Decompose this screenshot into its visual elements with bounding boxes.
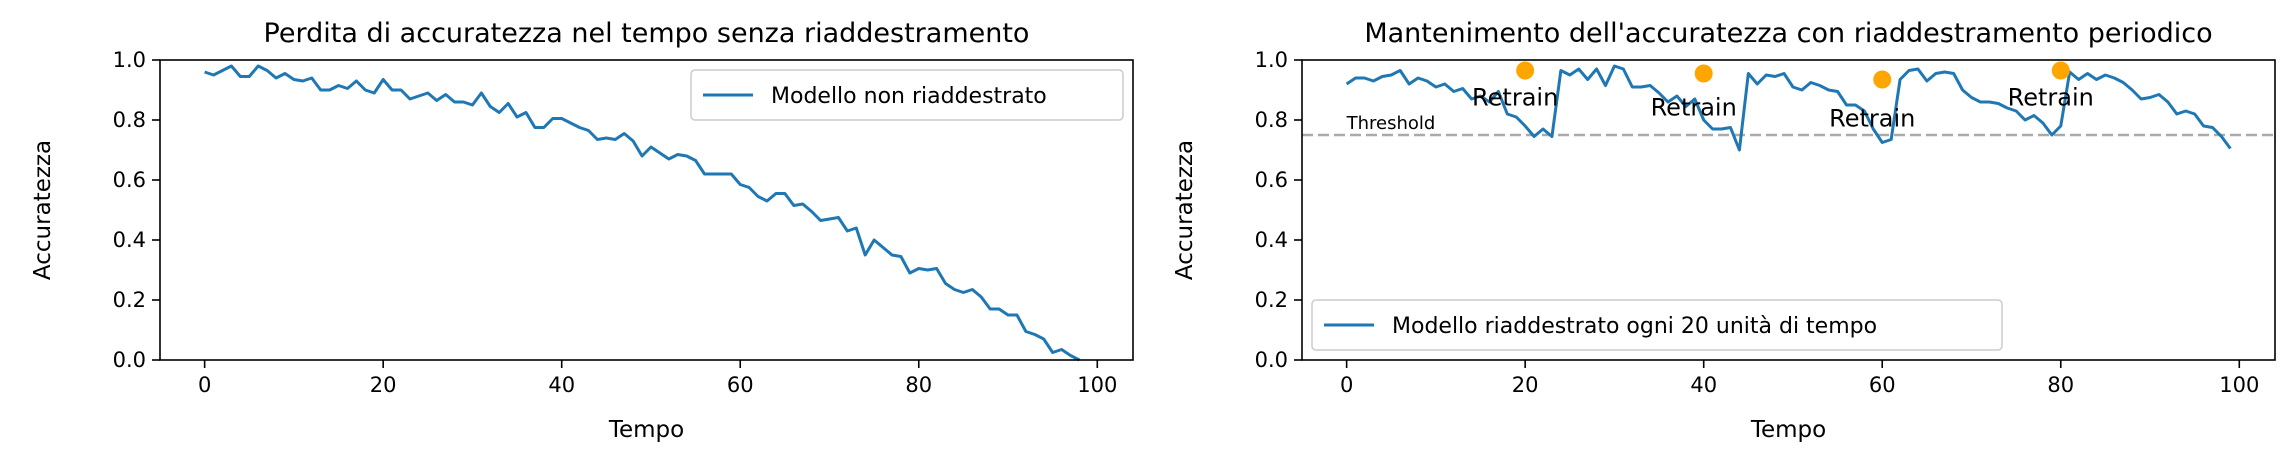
retrain-label: Retrain bbox=[1472, 84, 1558, 112]
retrain-label: Retrain bbox=[2008, 84, 2094, 112]
y-tick-label: 0.0 bbox=[1255, 348, 1288, 372]
y-tick-label: 1.0 bbox=[1255, 48, 1288, 72]
left-chart-panel: Perdita di accuratezza nel tempo senza r… bbox=[30, 18, 1134, 443]
retrain-point bbox=[1694, 64, 1713, 83]
y-tick-label: 0.6 bbox=[1255, 168, 1288, 192]
x-axis-label: Tempo bbox=[1750, 417, 1826, 443]
x-tick-label: 60 bbox=[727, 373, 754, 397]
right-chart-panel: Mantenimento dell'accuratezza con riadde… bbox=[1172, 18, 2276, 443]
retrain-label: Retrain bbox=[1651, 94, 1737, 122]
x-tick-label: 100 bbox=[2219, 373, 2259, 397]
legend: Modello riaddestrato ogni 20 unità di te… bbox=[1311, 299, 2003, 351]
series-line bbox=[204, 64, 1081, 362]
plot-frame bbox=[1301, 59, 2276, 361]
y-axis-label: Accuratezza bbox=[30, 140, 56, 280]
x-tick-label: 80 bbox=[2047, 373, 2074, 397]
chart-title: Perdita di accuratezza nel tempo senza r… bbox=[264, 18, 1030, 49]
x-axis-label: Tempo bbox=[608, 417, 684, 443]
x-tick-label: 40 bbox=[548, 373, 575, 397]
y-tick-label: 0.4 bbox=[1255, 228, 1288, 252]
y-axis-label: Accuratezza bbox=[1172, 140, 1198, 280]
threshold-label: Threshold bbox=[1346, 113, 1436, 134]
x-tick-label: 20 bbox=[1512, 373, 1539, 397]
retrain-point bbox=[1516, 61, 1535, 80]
y-tick-label: 1.0 bbox=[113, 48, 146, 72]
y-tick-label: 0.0 bbox=[113, 348, 146, 372]
y-tick-label: 0.2 bbox=[1255, 288, 1288, 312]
y-tick-label: 0.6 bbox=[113, 168, 146, 192]
retrain-label: Retrain bbox=[1829, 105, 1915, 133]
x-tick-label: 60 bbox=[1869, 373, 1896, 397]
y-tick-label: 0.8 bbox=[1255, 108, 1288, 132]
x-tick-label: 100 bbox=[1077, 373, 1117, 397]
x-tick-label: 0 bbox=[198, 373, 211, 397]
plot-frame bbox=[159, 59, 1134, 361]
x-tick-label: 20 bbox=[370, 373, 397, 397]
x-tick-label: 0 bbox=[1340, 373, 1353, 397]
retrain-point bbox=[1873, 70, 1892, 89]
series-line bbox=[1345, 64, 2232, 152]
legend-box bbox=[1311, 299, 2003, 351]
y-tick-label: 0.2 bbox=[113, 288, 146, 312]
chart-title: Mantenimento dell'accuratezza con riadde… bbox=[1364, 18, 2212, 49]
legend-label: Modello riaddestrato ogni 20 unità di te… bbox=[1392, 314, 1877, 339]
y-tick-label: 0.4 bbox=[113, 228, 146, 252]
y-tick-label: 0.8 bbox=[113, 108, 146, 132]
x-tick-label: 80 bbox=[905, 373, 932, 397]
retrain-point bbox=[2051, 61, 2070, 80]
legend-label: Modello non riaddestrato bbox=[771, 84, 1047, 109]
legend: Modello non riaddestrato bbox=[690, 69, 1124, 121]
legend-box bbox=[690, 69, 1124, 121]
x-tick-label: 40 bbox=[1690, 373, 1717, 397]
